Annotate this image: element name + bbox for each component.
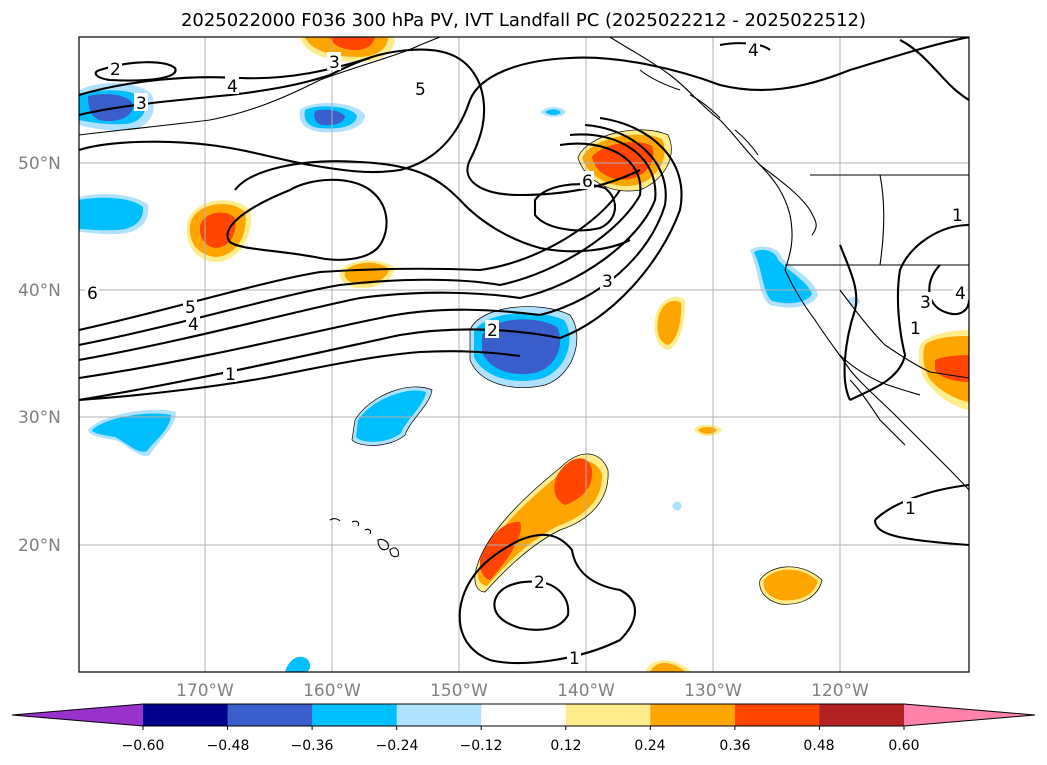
contour-label-6-ne: 6 xyxy=(580,171,594,192)
lon-label: 120°W xyxy=(811,681,869,701)
svg-text:3: 3 xyxy=(920,293,931,313)
lat-label: 50°N xyxy=(18,154,61,174)
colorbar-tick-label: −0.24 xyxy=(376,738,419,754)
colorbar-tick-label: 0.24 xyxy=(634,738,665,754)
svg-text:2: 2 xyxy=(534,573,545,593)
contour-labels: 2 3 4 5 3 6 4 5 4 2 3 6 1 1 2 1 1 3 4 1 … xyxy=(85,40,967,669)
lon-label: 170°W xyxy=(176,681,234,701)
svg-text:3: 3 xyxy=(602,272,613,292)
contour-label-2-nw: 2 xyxy=(108,59,122,80)
lon-label: 160°W xyxy=(303,681,361,701)
colorbar-tick-label: −0.36 xyxy=(291,738,334,754)
contour-label-1-c: 1 xyxy=(900,320,901,321)
lat-label: 40°N xyxy=(18,281,61,301)
contour-label-6-w: 6 xyxy=(85,283,99,304)
colorbar-tick-label: −0.48 xyxy=(207,738,250,754)
contour-label-2-mid: 2 xyxy=(485,320,499,341)
svg-text:1: 1 xyxy=(225,365,236,385)
colorbar-bin xyxy=(565,704,651,726)
colorbar-bin xyxy=(396,704,482,726)
colorbar-bin xyxy=(481,704,567,726)
neg-blob-7 xyxy=(285,656,311,672)
map-frame xyxy=(78,36,970,673)
contour-label-2-s: 2 xyxy=(532,572,546,593)
contour-label-1-w: 1 xyxy=(223,364,237,385)
lon-label: 150°W xyxy=(430,681,488,701)
svg-text:3: 3 xyxy=(329,53,340,73)
colorbar-bin xyxy=(143,704,229,726)
blob-outlines xyxy=(351,129,823,605)
contour-label-3-e: 3 xyxy=(918,292,932,313)
lat-label: 30°N xyxy=(18,408,61,428)
svg-text:6: 6 xyxy=(582,172,593,192)
colorbar-tick-label: −0.60 xyxy=(122,738,165,754)
contour-label-1-e2: 1 xyxy=(908,318,922,339)
colorbar-labels: −0.60 −0.48 −0.36 −0.24 −0.12 0.12 0.24 … xyxy=(122,738,920,754)
colorbar-tick-label: 0.60 xyxy=(888,738,919,754)
svg-text:1: 1 xyxy=(952,206,963,226)
svg-text:2: 2 xyxy=(487,321,498,341)
svg-text:1: 1 xyxy=(910,319,921,339)
pv-contours xyxy=(79,37,969,665)
svg-text:1: 1 xyxy=(905,499,916,519)
contour-label-5-mid: 5 xyxy=(183,297,197,318)
contour-label-4-nw: 4 xyxy=(225,76,239,97)
svg-text:4: 4 xyxy=(955,284,966,304)
lat-label: 20°N xyxy=(18,536,61,556)
svg-text:4: 4 xyxy=(748,41,759,61)
latitude-labels: 50°N 40°N 30°N 20°N xyxy=(18,154,61,556)
svg-text:6: 6 xyxy=(87,284,98,304)
contour-label-5-nw: 5 xyxy=(413,79,427,100)
longitude-labels: 170°W 160°W 150°W 140°W 130°W 120°W xyxy=(176,681,869,701)
lon-label: 140°W xyxy=(557,681,615,701)
coastlines xyxy=(79,37,969,558)
contour-label-4-e: 4 xyxy=(953,283,967,304)
svg-text:4: 4 xyxy=(227,77,238,97)
lon-label: 130°W xyxy=(684,681,742,701)
svg-text:5: 5 xyxy=(185,298,196,318)
svg-text:2: 2 xyxy=(110,60,121,80)
contour-label-3-top: 3 xyxy=(327,52,341,73)
svg-text:5: 5 xyxy=(415,80,426,100)
colorbar-bin xyxy=(312,704,398,726)
colorbar-extend-right xyxy=(904,704,1035,726)
colorbar-tick-label: 0.12 xyxy=(550,738,581,754)
svg-text:3: 3 xyxy=(136,94,147,114)
gridlines xyxy=(79,37,969,672)
contour-label-4-top: 4 xyxy=(746,40,760,61)
contour-label-4-mid: 4 xyxy=(186,314,200,335)
colorbar-bin xyxy=(227,704,313,726)
contour-label-1-e: 1 xyxy=(950,205,964,226)
colorbar-tick-label: −0.12 xyxy=(460,738,503,754)
colorbar-bin xyxy=(819,704,905,726)
svg-text:4: 4 xyxy=(188,315,199,335)
contour-label-3-mid: 3 xyxy=(600,271,614,292)
colorbar xyxy=(11,703,1036,730)
contour-label-1-se: 1 xyxy=(903,498,917,519)
colorbar-bin xyxy=(734,704,820,726)
colorbar-tick-label: 0.48 xyxy=(803,738,834,754)
contour-label-3-nw: 3 xyxy=(134,93,148,114)
colorbar-tick-label: 0.36 xyxy=(719,738,750,754)
shaded-anomalies xyxy=(79,37,969,672)
contour-label-1-s: 1 xyxy=(567,648,581,669)
colorbar-bin xyxy=(650,704,736,726)
page-title: 2025022000 F036 300 hPa PV, IVT Landfall… xyxy=(180,10,867,31)
colorbar-extend-left xyxy=(12,704,143,726)
svg-text:1: 1 xyxy=(569,649,580,669)
